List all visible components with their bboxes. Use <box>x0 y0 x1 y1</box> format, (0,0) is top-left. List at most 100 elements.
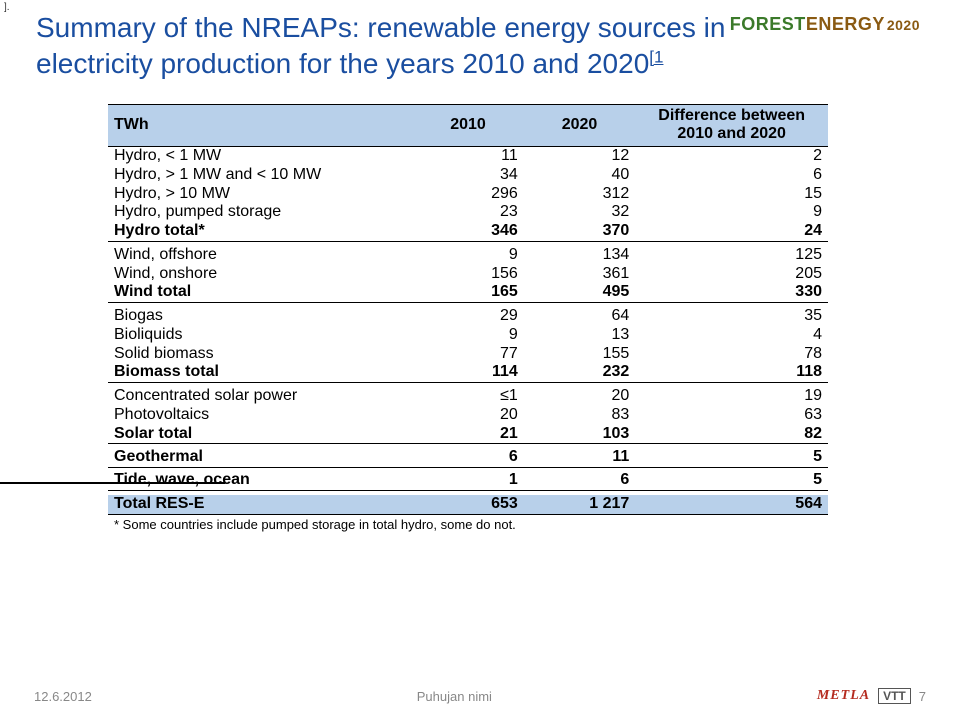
cell: 34 <box>412 166 524 185</box>
data-table-wrapper: TWh 2010 2020 Difference between 2010 an… <box>108 104 828 532</box>
cell: 5 <box>635 448 828 467</box>
cell: 653 <box>412 495 524 514</box>
cell: 312 <box>524 185 636 204</box>
cell: 205 <box>635 265 828 284</box>
table-row: Wind total165495330 <box>108 283 828 302</box>
cell: Hydro, > 10 MW <box>108 185 412 204</box>
cell: Hydro, pumped storage <box>108 203 412 222</box>
title-cite: [1 <box>649 48 663 67</box>
table-row: Hydro, < 1 MW11122 <box>108 146 828 165</box>
cell: Solar total <box>108 425 412 444</box>
th-2020: 2020 <box>524 105 636 147</box>
cell: 296 <box>412 185 524 204</box>
table-row: Bioliquids9134 <box>108 326 828 345</box>
cell: Geothermal <box>108 448 412 467</box>
cell: Biomass total <box>108 363 412 382</box>
title-block: Summary of the NREAPs: renewable energy … <box>36 10 736 82</box>
total-row: Total RES-E6531 217564 <box>108 495 828 514</box>
cell: 77 <box>412 345 524 364</box>
cell: 361 <box>524 265 636 284</box>
cell: 134 <box>524 246 636 265</box>
cell: 6 <box>412 448 524 467</box>
table-row: Geothermal6115 <box>108 448 828 467</box>
cell: 11 <box>412 146 524 165</box>
cell: 1 <box>412 471 524 490</box>
table-row: Biogas296435 <box>108 307 828 326</box>
table-row: Tide, wave, ocean165 <box>108 471 828 490</box>
cell: 78 <box>635 345 828 364</box>
cell: Hydro, < 1 MW <box>108 146 412 165</box>
cell: 156 <box>412 265 524 284</box>
cell: 6 <box>635 166 828 185</box>
slide-number: 7 <box>919 689 926 704</box>
th-diff: Difference between 2010 and 2020 <box>635 105 828 147</box>
cell: 32 <box>524 203 636 222</box>
cell: Bioliquids <box>108 326 412 345</box>
cell: Hydro, > 1 MW and < 10 MW <box>108 166 412 185</box>
th-2010: 2010 <box>412 105 524 147</box>
cell: 370 <box>524 222 636 241</box>
cell: ≤1 <box>412 387 524 406</box>
cell: 63 <box>635 406 828 425</box>
cell: 12 <box>524 146 636 165</box>
cell: 13 <box>524 326 636 345</box>
cell: 15 <box>635 185 828 204</box>
cell: 6 <box>524 471 636 490</box>
table-row: Hydro, > 10 MW29631215 <box>108 185 828 204</box>
cell: 1 217 <box>524 495 636 514</box>
table-body: Hydro, < 1 MW11122Hydro, > 1 MW and < 10… <box>108 146 828 514</box>
cell: 35 <box>635 307 828 326</box>
cell: 495 <box>524 283 636 302</box>
cell: 4 <box>635 326 828 345</box>
cell: 5 <box>635 471 828 490</box>
cell: 330 <box>635 283 828 302</box>
metla-logo: METLA <box>817 688 870 704</box>
cell: 118 <box>635 363 828 382</box>
cell: Wind total <box>108 283 412 302</box>
footer-center: Puhujan nimi <box>92 689 817 704</box>
table-row: Photovoltaics208363 <box>108 406 828 425</box>
cell: Tide, wave, ocean <box>108 471 412 490</box>
cell: Solid biomass <box>108 345 412 364</box>
cell: 9 <box>412 246 524 265</box>
footer-right: METLA VTT 7 <box>817 688 926 704</box>
title-line2: electricity production for the years 201… <box>36 48 649 79</box>
cell: 21 <box>412 425 524 444</box>
cell: Wind, onshore <box>108 265 412 284</box>
hr-line <box>0 482 225 484</box>
title-line1: Summary of the NREAPs: renewable energy … <box>36 12 725 43</box>
cell: 40 <box>524 166 636 185</box>
table-row: Hydro, pumped storage23329 <box>108 203 828 222</box>
logo-energy: ENERGY <box>806 14 885 34</box>
topleft-mark: ]. <box>4 2 10 13</box>
logo-forest: FOREST <box>730 14 806 34</box>
cell: 2 <box>635 146 828 165</box>
table-row: Solid biomass7715578 <box>108 345 828 364</box>
cell: Wind, offshore <box>108 246 412 265</box>
cell: 564 <box>635 495 828 514</box>
cell: 19 <box>635 387 828 406</box>
table-row: Wind, offshore9134125 <box>108 246 828 265</box>
cell: 346 <box>412 222 524 241</box>
vtt-logo: VTT <box>878 688 911 704</box>
cell: Hydro total* <box>108 222 412 241</box>
cell: 114 <box>412 363 524 382</box>
footer-date: 12.6.2012 <box>34 689 92 704</box>
cell: 9 <box>412 326 524 345</box>
cell: 23 <box>412 203 524 222</box>
table-row: Biomass total114232118 <box>108 363 828 382</box>
th-twh: TWh <box>108 105 412 147</box>
cell: 64 <box>524 307 636 326</box>
table-header-row: TWh 2010 2020 Difference between 2010 an… <box>108 105 828 147</box>
cell: 20 <box>412 406 524 425</box>
cell: Photovoltaics <box>108 406 412 425</box>
slide-title: Summary of the NREAPs: renewable energy … <box>36 10 736 82</box>
cell: 24 <box>635 222 828 241</box>
logo-year: 2020 <box>887 17 920 33</box>
cell: 83 <box>524 406 636 425</box>
cell: Total RES-E <box>108 495 412 514</box>
data-table: TWh 2010 2020 Difference between 2010 an… <box>108 104 828 515</box>
cell: 82 <box>635 425 828 444</box>
cell: 11 <box>524 448 636 467</box>
cell: Biogas <box>108 307 412 326</box>
